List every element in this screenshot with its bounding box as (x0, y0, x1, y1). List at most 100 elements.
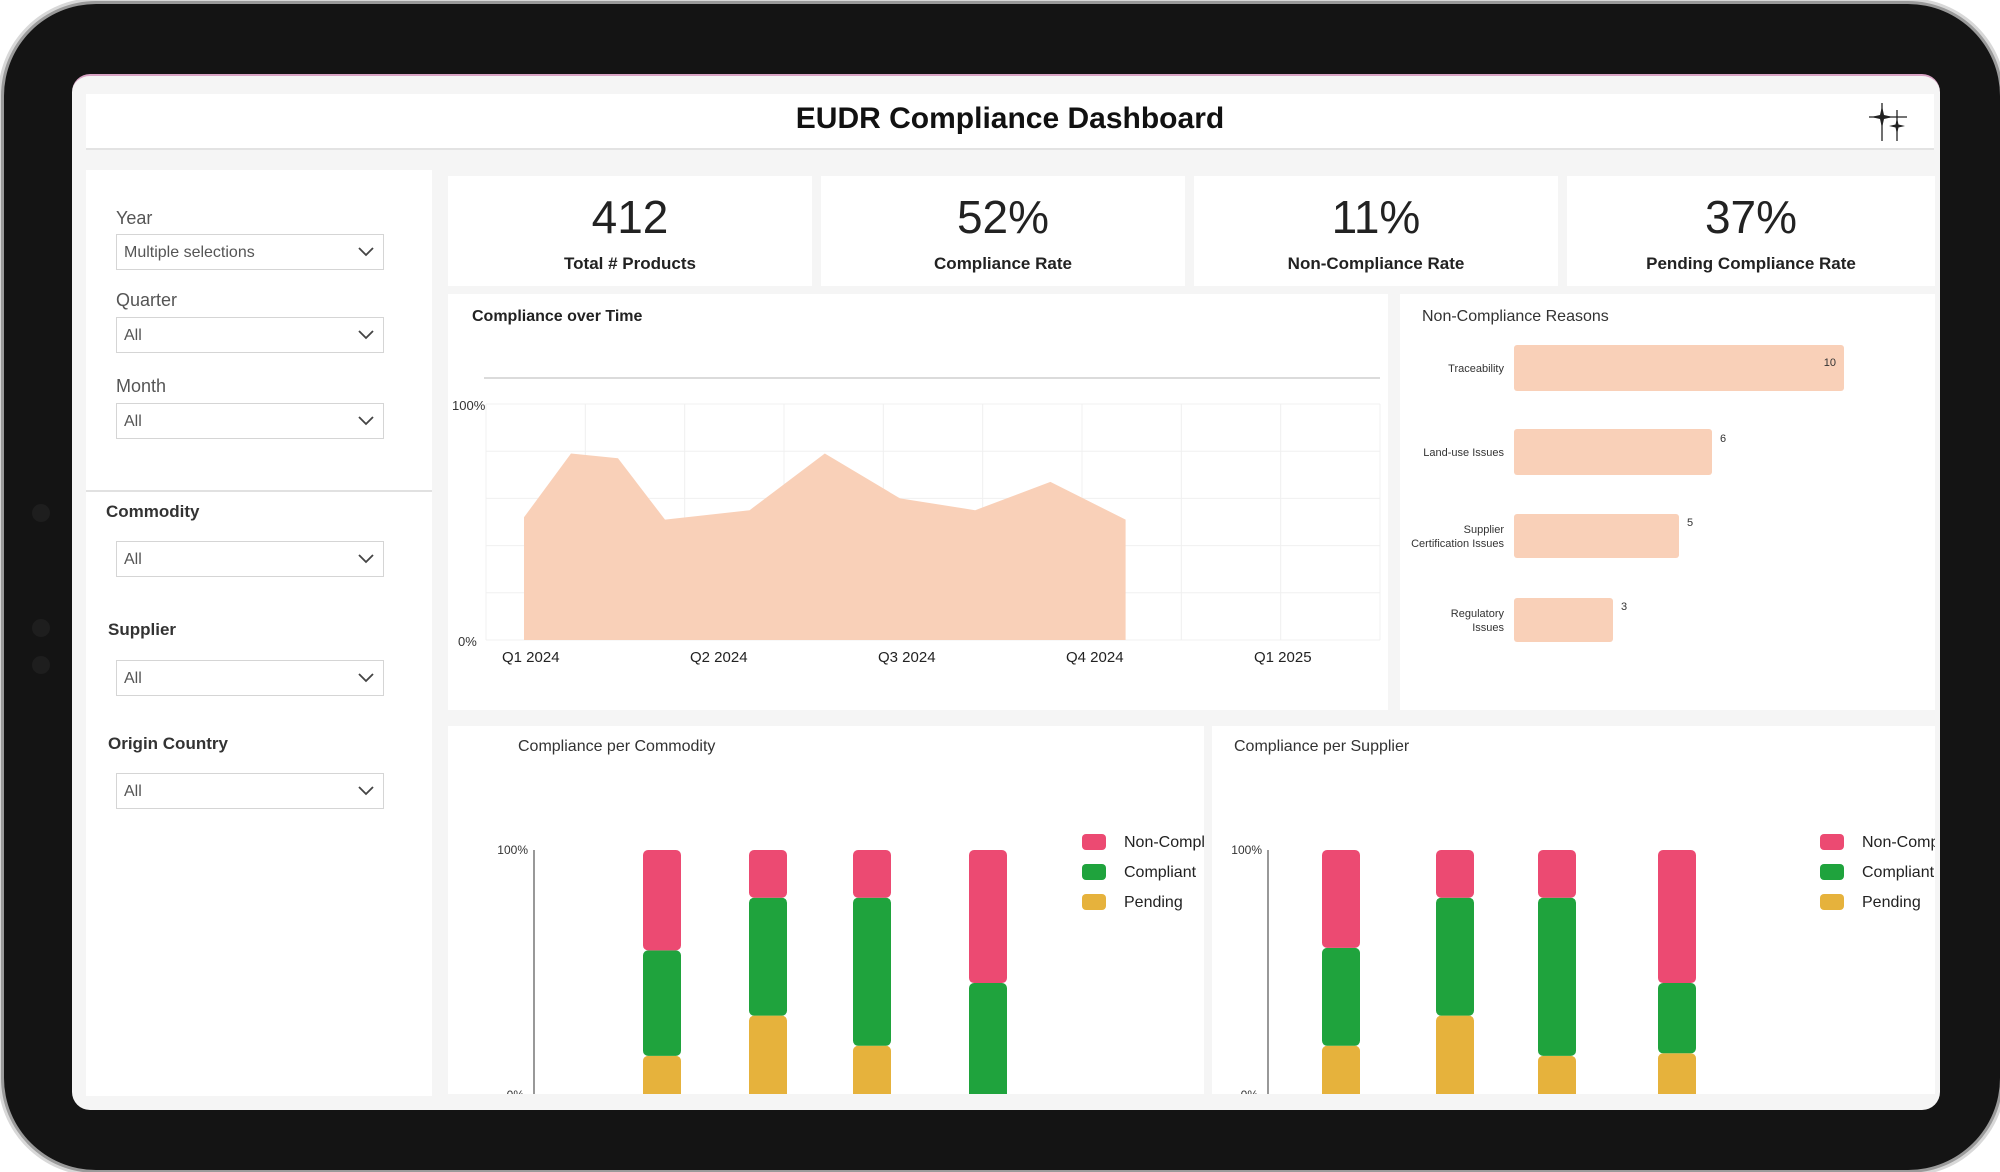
bar-segment-compliant (853, 897, 891, 1046)
bar-segment-non-compliant (643, 850, 681, 951)
chart-title: Non-Compliance Reasons (1422, 308, 1609, 325)
kpi-card-non-compliance-rate: 11% Non-Compliance Rate (1194, 176, 1558, 286)
non-compliance-reasons-card: Non-Compliance Reasons Traceability 10 Lan… (1400, 294, 1935, 710)
reason-label: Regulatory (1451, 608, 1505, 620)
bar-segment-non-compliant (969, 850, 1007, 984)
year-label: Year (116, 208, 153, 228)
supplier-label: Supplier (108, 620, 177, 639)
kpi-value: 11% (1331, 191, 1421, 243)
chevron-down-icon (358, 554, 374, 564)
quarter-value: All (124, 327, 142, 344)
y-tick-label: 100% (497, 843, 528, 857)
quarter-label: Quarter (116, 290, 178, 310)
dashboard-screen: EUDR Compliance Dashboard Year Multiple … (72, 74, 1940, 1110)
commodity-dropdown[interactable]: All (116, 541, 384, 577)
commodity-value: All (124, 551, 142, 568)
year-value: Multiple selections (124, 244, 255, 261)
bar-segment-non-compliant (1322, 850, 1360, 948)
tablet-frame: EUDR Compliance Dashboard Year Multiple … (4, 4, 2000, 1170)
chart-title: Compliance per Supplier (1234, 738, 1410, 755)
bar-segment-non-compliant (1538, 850, 1576, 898)
month-value: All (124, 413, 142, 430)
x-tick-label: Q1 2024 (502, 649, 560, 666)
bar-segment-non-compliant (853, 850, 891, 898)
supplier-value: All (124, 670, 142, 687)
legend-swatch (1082, 834, 1106, 850)
month-label: Month (116, 376, 167, 396)
reason-label: Certification Issues (1411, 538, 1504, 550)
bar-segment-compliant (1322, 947, 1360, 1046)
kpi-value: 52% (956, 191, 1050, 243)
kpi-label: Total # Products (564, 254, 696, 273)
dashboard-header: EUDR Compliance Dashboard (86, 94, 1934, 150)
reason-bar (1514, 514, 1679, 558)
compliance-area (524, 453, 1126, 640)
stacked-bar-chart-supplier: 100%0%FavoFoodsAgrotradeCoffeeworldGreen… (1231, 834, 1935, 1094)
bar-segment-non-compliant (1436, 850, 1474, 898)
legend-swatch (1820, 834, 1844, 850)
chart-title: Compliance over Time (472, 308, 643, 325)
compliance-per-commodity-card: Compliance per Commodity 100%0%CacaoCoff… (448, 726, 1204, 1094)
value-label: 6 (1720, 433, 1726, 445)
kpi-card-total-products: 412 Total # Products (448, 176, 812, 286)
year-dropdown[interactable]: Multiple selections (116, 234, 384, 270)
legend-label: Compliant (1124, 864, 1197, 881)
origin-country-dropdown[interactable]: All (116, 773, 384, 809)
kpi-label: Compliance Rate (934, 254, 1072, 273)
bar-segment-pending (853, 1045, 891, 1094)
bar-segment-pending (1436, 1015, 1474, 1094)
kpi-card-compliance-rate: 52% Compliance Rate (821, 176, 1185, 286)
chevron-down-icon (358, 247, 374, 257)
dashboard-title: EUDR Compliance Dashboard (795, 102, 1225, 135)
chevron-down-icon (358, 673, 374, 683)
bar-segment-compliant (1658, 983, 1696, 1054)
x-tick-label: Q3 2024 (878, 649, 936, 666)
legend-label: Non-Compliant (1862, 834, 1935, 851)
bar-segment-compliant (1436, 897, 1474, 1016)
legend-swatch (1820, 894, 1844, 910)
legend-label: Pending (1862, 894, 1921, 911)
value-label: 3 (1621, 601, 1627, 613)
bar-segment-compliant (749, 897, 787, 1016)
origin-country-label: Origin Country (108, 734, 228, 753)
side-sensor (32, 504, 50, 522)
quarter-dropdown[interactable]: All (116, 317, 384, 353)
reason-label: Supplier (1464, 524, 1505, 536)
month-dropdown[interactable]: All (116, 403, 384, 439)
y-tick-label: 0% (458, 634, 477, 649)
bar-segment-pending (749, 1015, 787, 1094)
y-tick-label: 0% (507, 1088, 525, 1094)
kpi-value: 412 (591, 191, 669, 243)
compliance-over-time-card: Compliance over Time 100% 0% Q1 2024 Q2 202… (448, 294, 1388, 710)
bar-segment-non-compliant (1658, 850, 1696, 984)
chevron-down-icon (358, 416, 374, 426)
side-sensor (32, 656, 50, 674)
compliance-per-supplier-card: Compliance per Supplier 100%0%FavoFoodsA… (1212, 726, 1935, 1094)
x-tick-label: Q4 2024 (1066, 649, 1124, 666)
x-tick-label: Q1 2025 (1254, 649, 1312, 666)
bar-segment-pending (1322, 1045, 1360, 1094)
value-label: 10 (1824, 357, 1836, 369)
origin-country-value: All (124, 783, 142, 800)
kpi-label: Non-Compliance Rate (1287, 254, 1465, 273)
supplier-dropdown[interactable]: All (116, 660, 384, 696)
commodity-label: Commodity (106, 502, 200, 521)
bar-segment-pending (1538, 1055, 1576, 1094)
bar-segment-compliant (969, 983, 1007, 1094)
sparkle-icon[interactable] (1868, 102, 1908, 142)
value-label: 5 (1687, 517, 1693, 529)
x-tick-label: Q2 2024 (690, 649, 748, 666)
reason-bar (1514, 345, 1844, 391)
legend-swatch (1820, 864, 1844, 880)
y-tick-label: 100% (1231, 843, 1262, 857)
legend-swatch (1082, 864, 1106, 880)
reason-label: Issues (1472, 622, 1504, 634)
reason-bar (1514, 429, 1712, 475)
chevron-down-icon (358, 330, 374, 340)
legend-label: Non-Compliant (1124, 834, 1204, 851)
reason-label: Traceability (1448, 363, 1504, 375)
reason-label: Land-use Issues (1423, 447, 1504, 459)
y-tick-label: 100% (452, 398, 486, 413)
chart-title: Compliance per Commodity (518, 738, 716, 755)
bar-segment-non-compliant (749, 850, 787, 898)
